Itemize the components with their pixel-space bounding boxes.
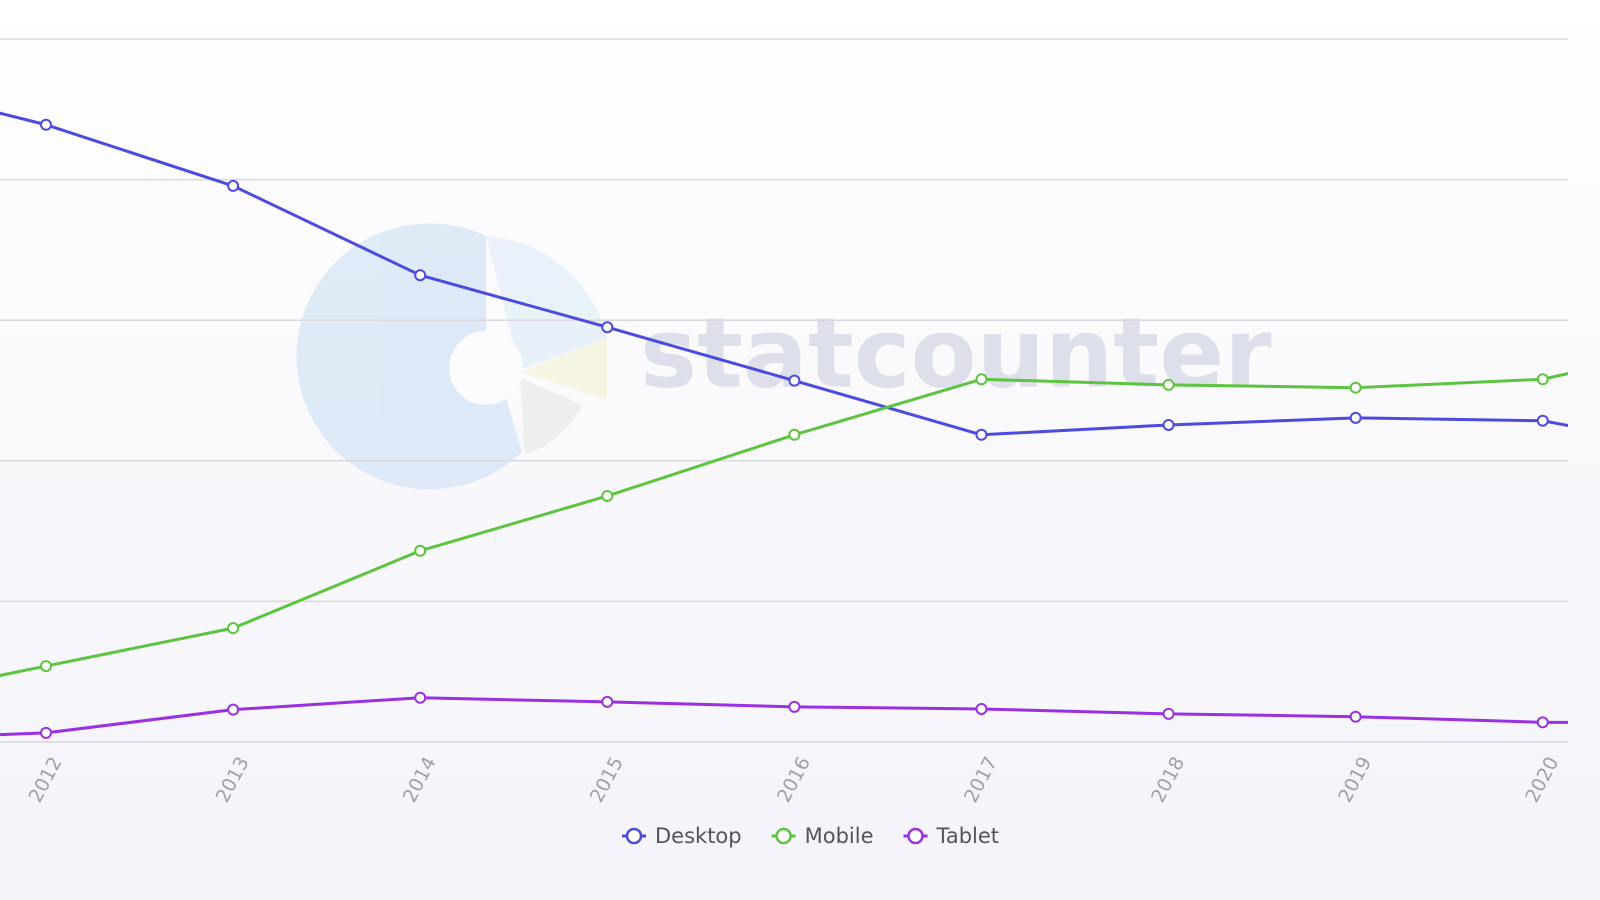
data-point [1536, 716, 1549, 729]
data-point [788, 374, 801, 387]
data-point [1349, 411, 1362, 424]
legend-item: Tablet [903, 824, 1000, 848]
watermark: statcounter [640, 297, 1272, 409]
data-point [414, 544, 427, 557]
data-point [1162, 707, 1175, 720]
legend-label: Tablet [936, 824, 1000, 848]
data-point [1349, 710, 1362, 723]
legend-marker [625, 827, 643, 845]
data-point [1349, 381, 1362, 394]
legend-item: Mobile [771, 824, 874, 848]
data-point [227, 179, 240, 192]
data-point [1536, 414, 1549, 427]
data-point [414, 691, 427, 704]
data-point [40, 118, 53, 131]
legend-label: Mobile [805, 824, 874, 848]
data-point [40, 726, 53, 739]
legend-marker [907, 827, 924, 845]
data-point [1536, 373, 1549, 386]
data-point [975, 702, 988, 715]
data-point [601, 489, 614, 502]
watermark-logo [296, 223, 607, 490]
data-point [227, 622, 240, 635]
legend: Desktop Mobile Tablet [622, 824, 999, 848]
data-point [601, 695, 614, 708]
legend-item: Desktop [622, 824, 742, 848]
data-point [788, 428, 801, 441]
data-point [788, 700, 801, 713]
data-point [414, 269, 427, 282]
data-point [40, 660, 53, 673]
data-point [975, 428, 988, 441]
data-point [975, 373, 988, 386]
legend-label: Desktop [655, 824, 742, 848]
data-point [601, 321, 614, 334]
data-point [227, 703, 240, 716]
data-point [1162, 418, 1175, 431]
legend-marker [775, 827, 792, 845]
data-point [1162, 378, 1175, 391]
series-group [0, 111, 1568, 739]
